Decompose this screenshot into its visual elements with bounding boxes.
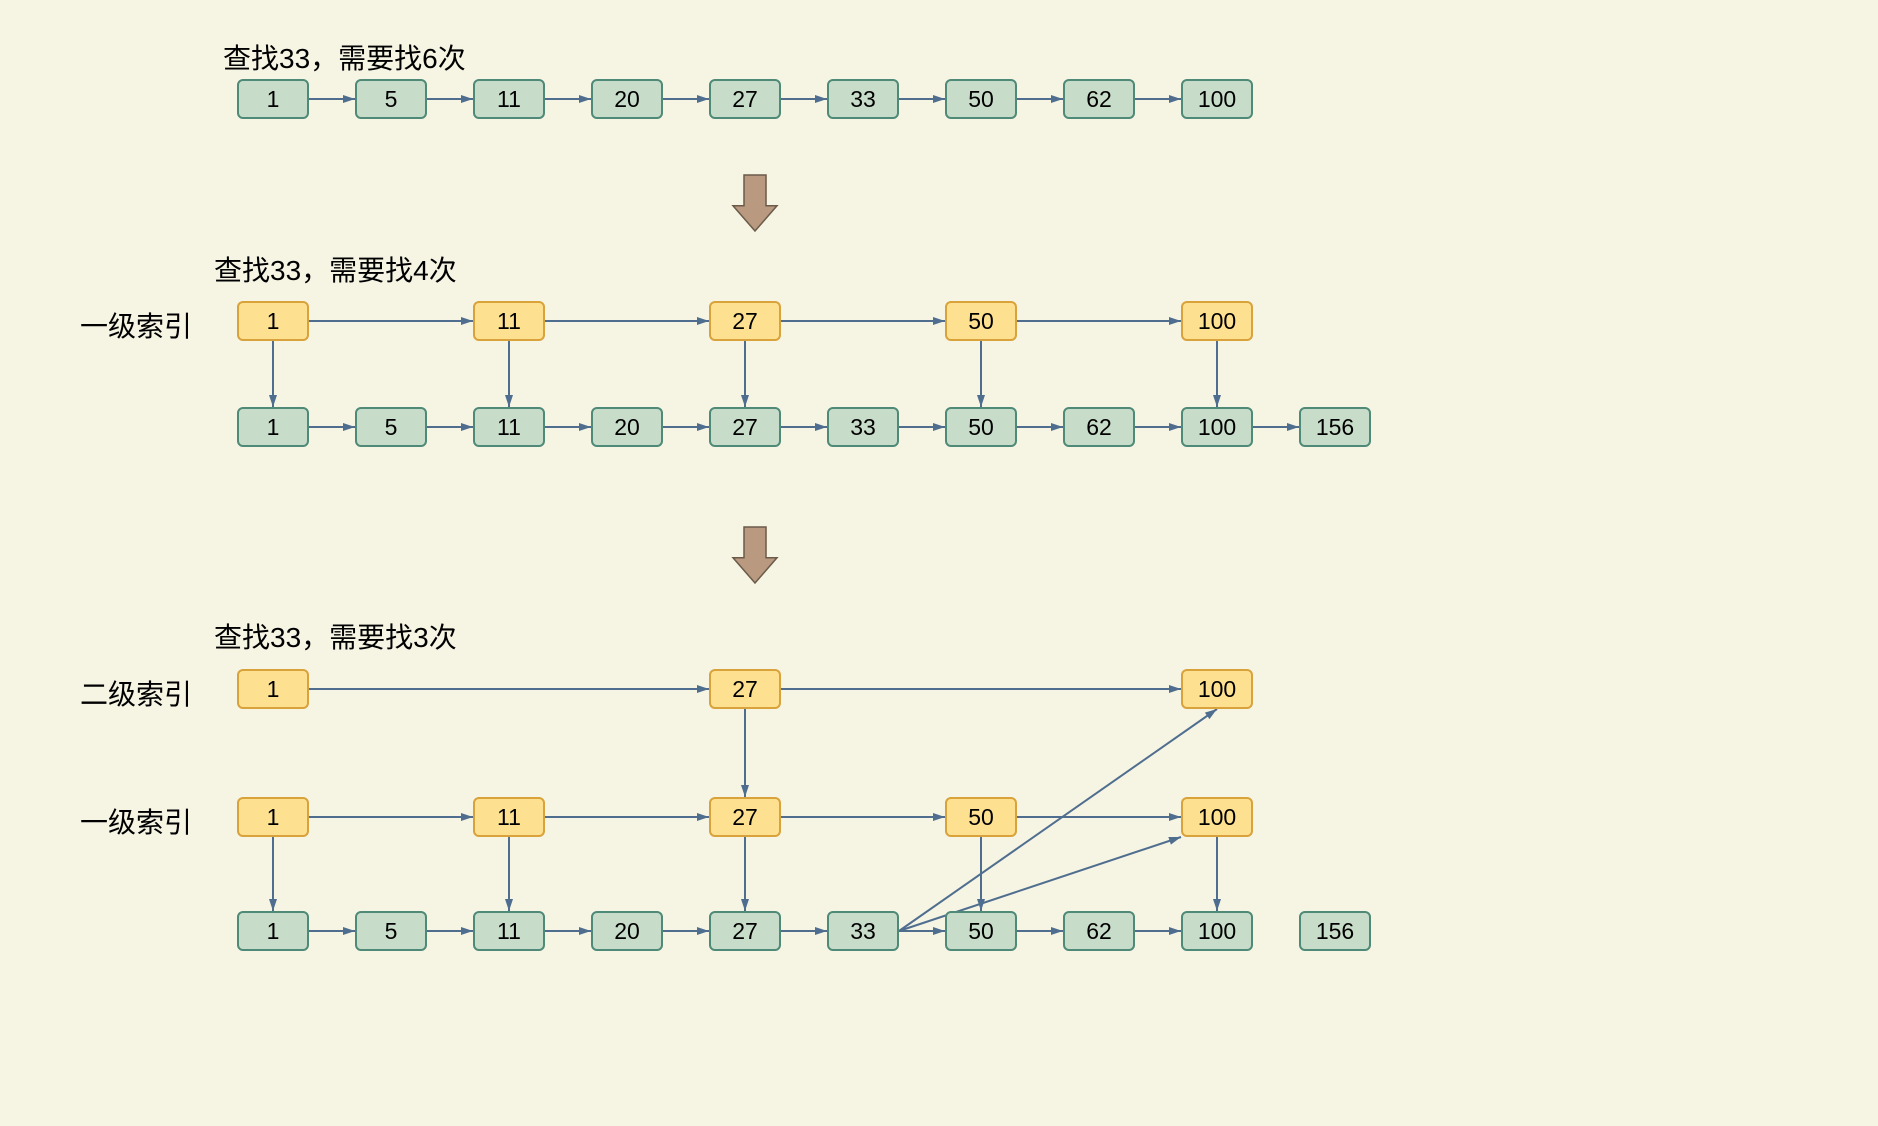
edge: [899, 837, 1181, 931]
list-node: 62: [1063, 407, 1135, 447]
edge: [781, 317, 945, 325]
edge: [781, 813, 945, 821]
list-node: 1: [237, 407, 309, 447]
edge: [663, 423, 709, 431]
list-node: 50: [945, 301, 1017, 341]
edge: [427, 927, 473, 935]
edge: [899, 423, 945, 431]
list-node: 1: [237, 301, 309, 341]
edge: [1253, 423, 1299, 431]
list-node: 50: [945, 407, 1017, 447]
list-node: 1: [237, 669, 309, 709]
edge: [663, 927, 709, 935]
edge: [1017, 927, 1063, 935]
edge: [781, 95, 827, 103]
list-node: 27: [709, 79, 781, 119]
list-node: 1: [237, 911, 309, 951]
list-node: 100: [1181, 669, 1253, 709]
list-node: 20: [591, 407, 663, 447]
edge: [781, 685, 1181, 693]
list-node: 11: [473, 407, 545, 447]
diagram-stage: 查找33，需要找6次15112027335062100查找33，需要找4次一级索…: [0, 0, 1878, 1126]
list-node: 27: [709, 669, 781, 709]
list-node: 50: [945, 797, 1017, 837]
edge: [899, 95, 945, 103]
edge: [1017, 813, 1181, 821]
list-node: 100: [1181, 79, 1253, 119]
edge: [663, 95, 709, 103]
list-node: 33: [827, 79, 899, 119]
edge: [505, 341, 513, 407]
list-node: 1: [237, 79, 309, 119]
list-node: 11: [473, 79, 545, 119]
list-node: 62: [1063, 79, 1135, 119]
edge: [427, 423, 473, 431]
list-node: 11: [473, 797, 545, 837]
list-node: 33: [827, 911, 899, 951]
list-node: 100: [1181, 797, 1253, 837]
edge: [269, 837, 277, 911]
caption: 一级索引: [80, 305, 192, 345]
edge: [741, 709, 749, 797]
edge: [741, 341, 749, 407]
edge: [1135, 95, 1181, 103]
edge: [781, 423, 827, 431]
list-node: 27: [709, 301, 781, 341]
edge: [309, 685, 709, 693]
edge: [545, 813, 709, 821]
edge: [309, 317, 473, 325]
edge: [781, 927, 827, 935]
list-node: 11: [473, 301, 545, 341]
list-node: 33: [827, 407, 899, 447]
list-node: 1: [237, 797, 309, 837]
caption: 二级索引: [80, 673, 192, 713]
edge: [1017, 95, 1063, 103]
caption: 一级索引: [80, 801, 192, 841]
edge: [269, 341, 277, 407]
list-node: 5: [355, 911, 427, 951]
caption: 查找33，需要找3次: [214, 616, 457, 656]
edge: [545, 423, 591, 431]
list-node: 20: [591, 79, 663, 119]
edge: [1135, 927, 1181, 935]
edge: [545, 927, 591, 935]
list-node: 156: [1299, 911, 1371, 951]
section-arrow-icon: [733, 175, 777, 231]
caption: 查找33，需要找6次: [223, 37, 466, 77]
edge: [309, 423, 355, 431]
caption: 查找33，需要找4次: [214, 249, 457, 289]
edge: [977, 341, 985, 407]
edge: [741, 837, 749, 911]
edge: [1135, 423, 1181, 431]
edge: [505, 837, 513, 911]
edge: [1017, 423, 1063, 431]
list-node: 50: [945, 79, 1017, 119]
edge: [1213, 341, 1221, 407]
edge: [1017, 317, 1181, 325]
edge: [309, 927, 355, 935]
list-node: 100: [1181, 911, 1253, 951]
edge: [309, 813, 473, 821]
edge: [309, 95, 355, 103]
list-node: 27: [709, 407, 781, 447]
list-node: 100: [1181, 407, 1253, 447]
list-node: 20: [591, 911, 663, 951]
list-node: 100: [1181, 301, 1253, 341]
edge: [427, 95, 473, 103]
list-node: 156: [1299, 407, 1371, 447]
section-arrow-icon: [733, 527, 777, 583]
list-node: 50: [945, 911, 1017, 951]
edge: [545, 317, 709, 325]
list-node: 11: [473, 911, 545, 951]
list-node: 5: [355, 407, 427, 447]
edge: [545, 95, 591, 103]
edges-layer: [0, 0, 1878, 1126]
list-node: 5: [355, 79, 427, 119]
list-node: 27: [709, 911, 781, 951]
list-node: 27: [709, 797, 781, 837]
edge: [1213, 837, 1221, 911]
list-node: 62: [1063, 911, 1135, 951]
